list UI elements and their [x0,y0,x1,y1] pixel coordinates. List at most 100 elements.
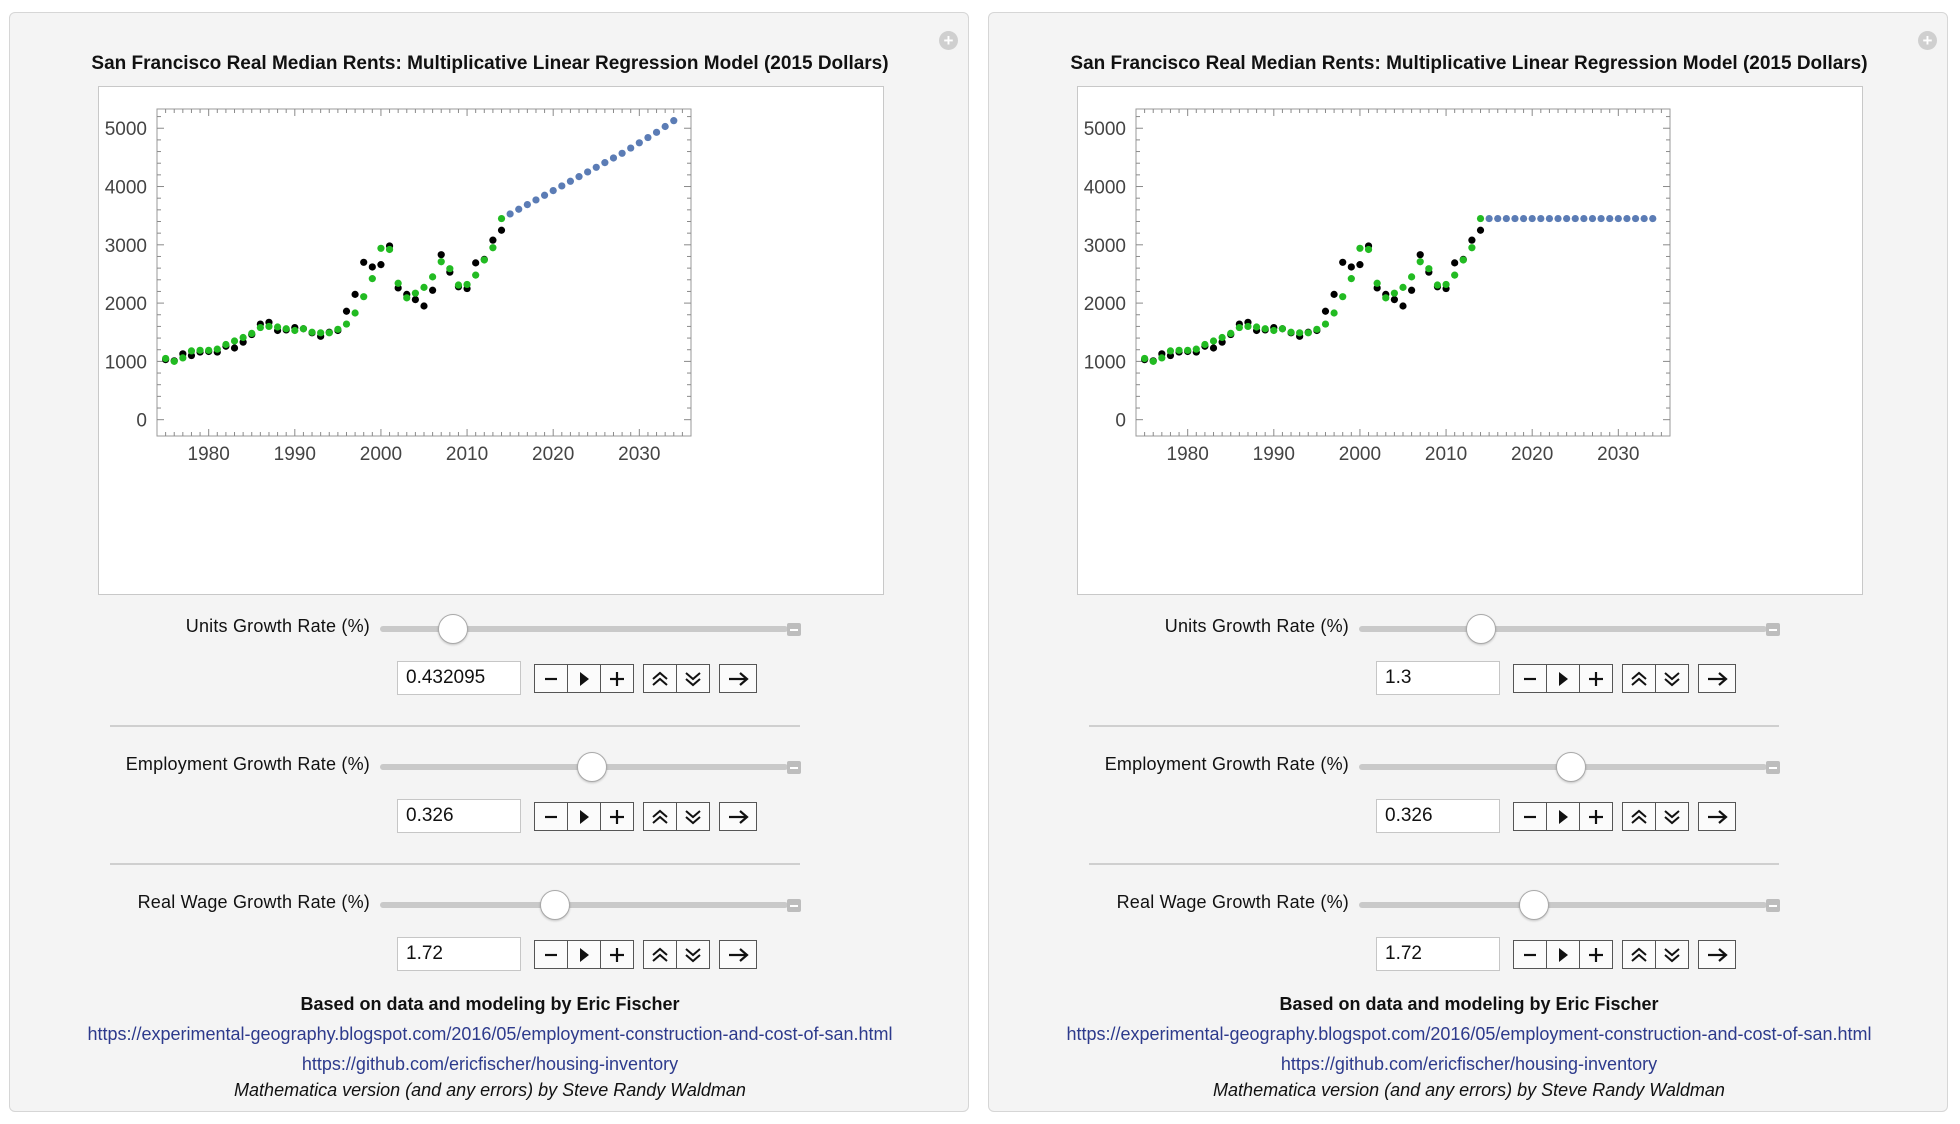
data-point [497,214,506,223]
step-back-button[interactable] [1513,664,1547,693]
collapse-icon[interactable] [787,761,801,774]
data-point [1373,279,1381,287]
step-forward-button[interactable] [1579,940,1613,969]
slower-icon [685,671,701,686]
slider-thumb[interactable] [1519,890,1550,920]
direction-button[interactable] [1698,940,1736,969]
slower-button[interactable] [1655,802,1689,831]
play-button[interactable] [567,940,601,969]
expand-icon[interactable]: + [939,31,958,50]
faster-button[interactable] [643,940,677,969]
employment-growth-label: Employment Growth Rate (%) [125,754,370,774]
faster-button[interactable] [1622,664,1656,693]
github-link[interactable]: https://github.com/ericfischer/housing-i… [301,1054,679,1074]
direction-button[interactable] [1698,664,1736,693]
data-point [437,251,445,259]
step-forward-button[interactable] [1579,664,1613,693]
step-forward-button[interactable] [600,664,634,693]
real-wage-growth-input[interactable] [397,937,521,971]
slower-button[interactable] [676,802,710,831]
data-point [1433,281,1442,289]
data-point [584,168,592,176]
slider-thumb[interactable] [577,752,608,782]
divider [1089,863,1779,865]
data-point [1631,214,1640,223]
slower-button[interactable] [1655,664,1689,693]
credit-text: Based on data and modeling by Eric Fisch… [300,994,680,1014]
data-point [394,279,402,287]
real-wage-growth-slider[interactable] [1359,890,1767,920]
play-button[interactable] [567,664,601,693]
source-link[interactable]: https://experimental-geography.blogspot.… [1066,1024,1872,1044]
employment-growth-slider[interactable] [380,752,788,782]
play-button[interactable] [1546,940,1580,969]
collapse-icon[interactable] [787,899,801,912]
slower-button[interactable] [1655,940,1689,969]
expand-icon[interactable]: + [1918,31,1937,50]
step-back-button[interactable] [534,940,568,969]
step-back-button[interactable] [1513,940,1547,969]
direction-button[interactable] [1698,802,1736,831]
x-tick-label: 1980 [188,444,230,465]
data-point [1201,340,1209,349]
data-point [179,354,187,362]
play-button[interactable] [1546,802,1580,831]
faster-icon [652,947,668,962]
data-point [351,290,359,298]
collapse-icon[interactable] [1766,899,1780,912]
source-link[interactable]: https://experimental-geography.blogspot.… [87,1024,893,1044]
data-point [1485,214,1493,223]
github-link[interactable]: https://github.com/ericfischer/housing-i… [1280,1054,1658,1074]
direction-button[interactable] [719,940,757,969]
scatter-plot: 1980 1990 2000 2010 2020 2030 0 1000 2000 3000 400… [1084,108,1671,465]
x-tick-label: 2030 [1597,444,1639,465]
data-point [360,258,368,266]
data-point [670,117,678,125]
divider [110,863,800,865]
data-point [592,163,600,171]
employment-growth-input[interactable] [1376,799,1500,833]
real-wage-growth-slider[interactable] [380,890,788,920]
units-growth-input[interactable] [1376,661,1500,695]
slider-thumb[interactable] [540,890,571,920]
units-growth-input[interactable] [397,661,521,695]
faster-button[interactable] [643,664,677,693]
faster-button[interactable] [643,802,677,831]
data-point [1563,214,1571,223]
data-point [489,236,497,244]
direction-button[interactable] [719,802,757,831]
units-growth-slider[interactable] [1359,614,1767,644]
step-back-button[interactable] [534,802,568,831]
direction-button[interactable] [719,664,757,693]
real-wage-growth-input[interactable] [1376,937,1500,971]
step-forward-button[interactable] [1579,802,1613,831]
employment-growth-slider[interactable] [1359,752,1767,782]
faster-button[interactable] [1622,802,1656,831]
collapse-icon[interactable] [1766,623,1780,636]
step-back-button[interactable] [1513,802,1547,831]
data-point [256,323,264,332]
faster-button[interactable] [1622,940,1656,969]
collapse-icon[interactable] [1766,761,1780,774]
play-button[interactable] [1546,664,1580,693]
data-point [1339,293,1347,301]
data-point [506,210,514,218]
play-button[interactable] [567,802,601,831]
y-tick-label: 0 [136,411,147,432]
slider-thumb[interactable] [438,614,469,644]
units-growth-slider[interactable] [380,614,788,644]
data-point [1468,236,1476,244]
slower-button[interactable] [676,664,710,693]
collapse-icon[interactable] [787,623,801,636]
data-point [497,226,506,234]
slider-thumb[interactable] [1466,614,1497,644]
faster-icon [1631,671,1647,686]
step-forward-button[interactable] [600,940,634,969]
step-forward-icon [1589,671,1603,686]
employment-growth-input[interactable] [397,799,521,833]
slider-thumb[interactable] [1556,752,1587,782]
slower-button[interactable] [676,940,710,969]
step-forward-button[interactable] [600,802,634,831]
step-back-button[interactable] [534,664,568,693]
data-point [515,205,523,213]
